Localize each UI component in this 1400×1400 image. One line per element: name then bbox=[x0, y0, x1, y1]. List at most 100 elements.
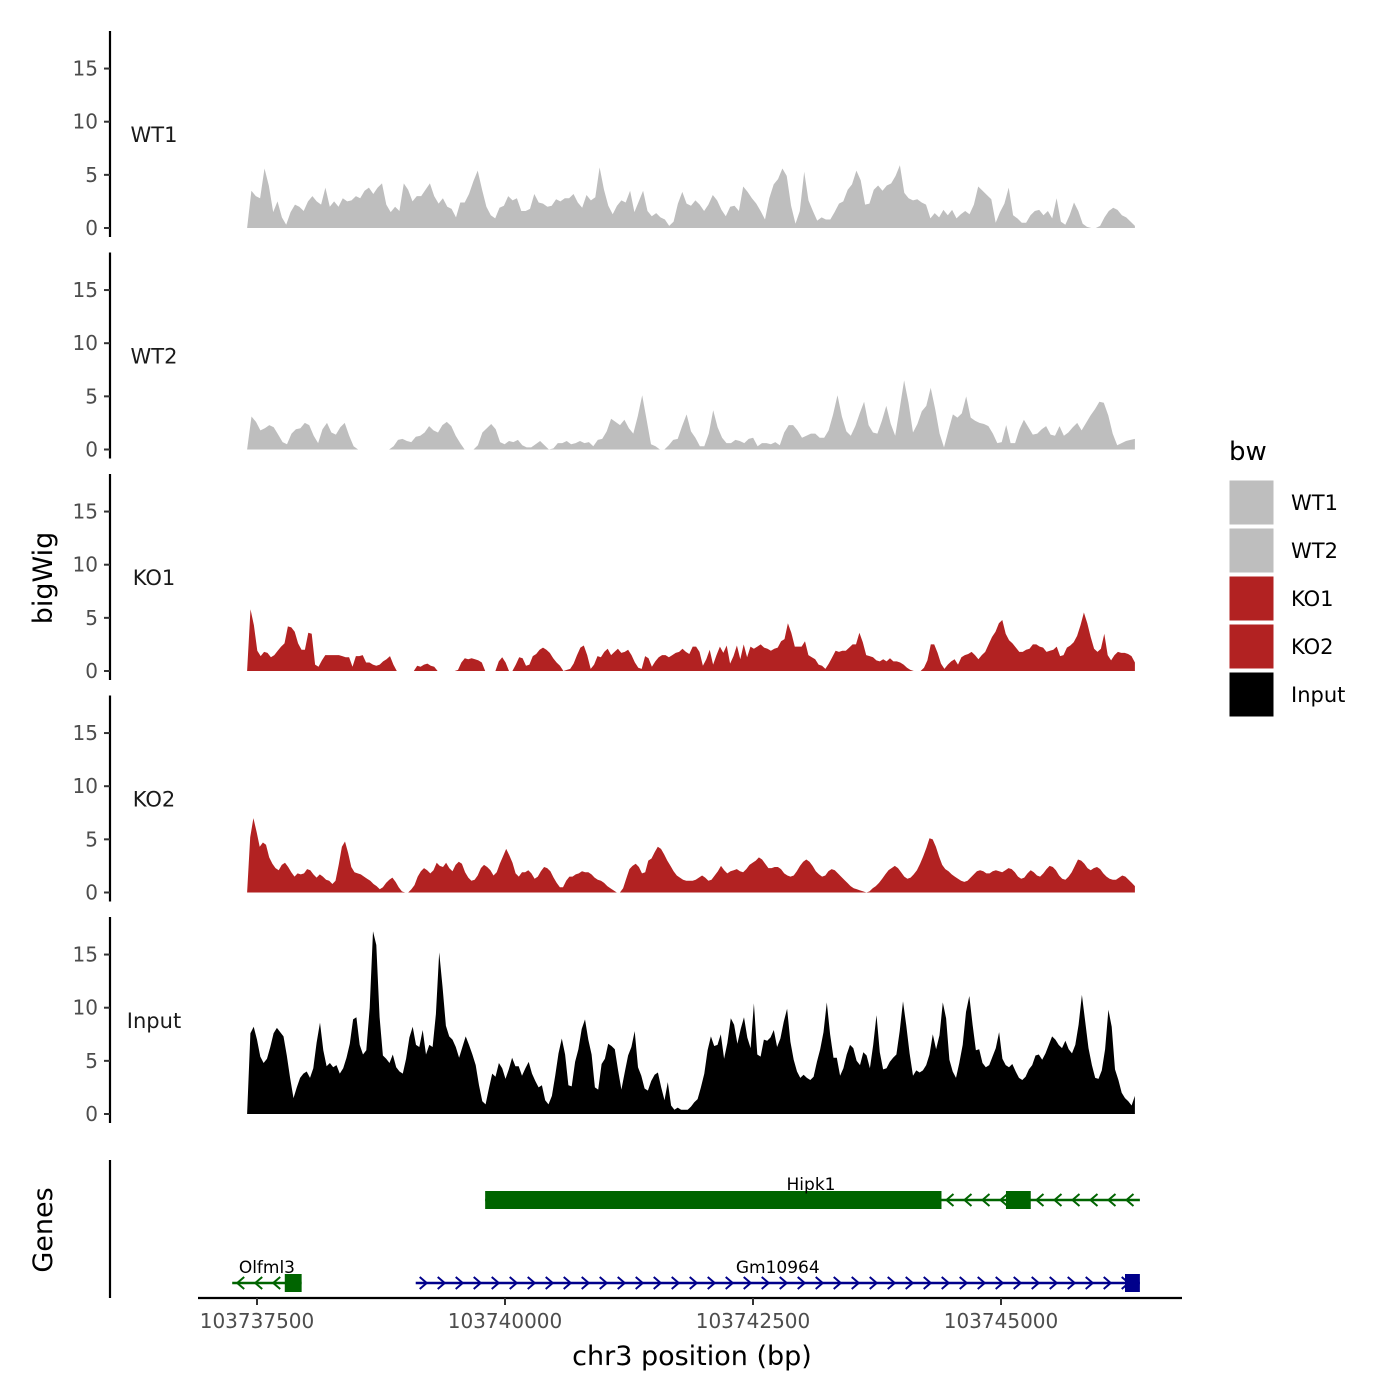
y-tick-label: 0 bbox=[85, 438, 98, 462]
strand-arrow bbox=[617, 1276, 627, 1290]
x-axis-title: chr3 position (bp) bbox=[572, 1341, 812, 1372]
y-tick-label: 10 bbox=[73, 996, 98, 1020]
legend-entry-ko1: KO1 bbox=[1228, 575, 1334, 622]
y-tick-label: 15 bbox=[73, 278, 98, 302]
signal-tracks: 0 5 10 15 WT1 0 5 10 15 WT2 0 5 10 15 KO1 0 5 10 15 KO2 0 5 10… bbox=[73, 31, 1135, 1126]
track-label-wt1: WT1 bbox=[131, 123, 178, 147]
strand-arrow bbox=[419, 1276, 429, 1290]
strand-arrow bbox=[707, 1276, 717, 1290]
y-tick-label: 5 bbox=[85, 606, 98, 630]
legend-entry-input: Input bbox=[1228, 671, 1345, 718]
strand-arrow bbox=[271, 1276, 281, 1290]
strand-arrow bbox=[833, 1276, 843, 1290]
strand-arrow bbox=[689, 1276, 699, 1290]
strand-arrow bbox=[887, 1276, 897, 1290]
strand-arrow bbox=[743, 1276, 753, 1290]
strand-arrow bbox=[905, 1276, 915, 1290]
strand-arrow bbox=[1085, 1276, 1095, 1290]
strand-arrow bbox=[563, 1276, 573, 1290]
genes-axis-title: Genes bbox=[28, 1187, 59, 1272]
strand-arrow bbox=[725, 1276, 735, 1290]
gene-label-hipk1: Hipk1 bbox=[787, 1175, 836, 1195]
y-tick-label: 0 bbox=[85, 216, 98, 240]
strand-arrow bbox=[1070, 1193, 1081, 1207]
strand-arrow bbox=[491, 1276, 501, 1290]
legend-label: KO2 bbox=[1291, 635, 1334, 659]
y-tick-label: 15 bbox=[73, 57, 98, 81]
strand-arrow bbox=[1088, 1193, 1099, 1207]
strand-arrow bbox=[253, 1276, 263, 1290]
gene-olfml3: Olfml3 bbox=[232, 1258, 302, 1292]
track-label-input: Input bbox=[127, 1009, 181, 1033]
strand-arrow bbox=[851, 1276, 861, 1290]
strand-arrow bbox=[1034, 1193, 1045, 1207]
y-tick-label: 10 bbox=[73, 774, 98, 798]
strand-arrow bbox=[797, 1276, 807, 1290]
strand-arrow bbox=[977, 1276, 987, 1290]
track-label-wt2: WT2 bbox=[131, 345, 178, 369]
x-tick-label: 103742500 bbox=[696, 1309, 811, 1333]
strand-arrow bbox=[1049, 1276, 1059, 1290]
strand-arrow bbox=[923, 1276, 933, 1290]
exon-block bbox=[1005, 1191, 1031, 1209]
strand-arrow bbox=[437, 1276, 447, 1290]
strand-arrow bbox=[980, 1193, 991, 1207]
signal-area-ko2 bbox=[247, 818, 1135, 893]
strand-arrow bbox=[962, 1193, 973, 1207]
strand-arrow bbox=[599, 1276, 609, 1290]
strand-arrow bbox=[998, 1193, 1009, 1207]
y-tick-label: 15 bbox=[73, 500, 98, 524]
y-tick-label: 5 bbox=[85, 827, 98, 851]
genes-panel: Hipk1 Olfml3 Gm10964 bbox=[108, 1160, 1140, 1298]
strand-arrow bbox=[869, 1276, 879, 1290]
strand-arrow bbox=[1031, 1276, 1041, 1290]
y-tick-label: 5 bbox=[85, 163, 98, 187]
strand-arrow bbox=[509, 1276, 519, 1290]
strand-arrow bbox=[635, 1276, 645, 1290]
y-tick-label: 10 bbox=[73, 110, 98, 134]
legend-title: bw bbox=[1229, 437, 1267, 467]
y-tick-label: 0 bbox=[85, 881, 98, 905]
strand-arrow bbox=[1103, 1276, 1113, 1290]
strand-arrow bbox=[944, 1193, 955, 1207]
legend-swatch bbox=[1228, 575, 1275, 622]
legend-entry-ko2: KO2 bbox=[1228, 623, 1334, 670]
y-tick-label: 10 bbox=[73, 553, 98, 577]
track-ko1: 0 5 10 15 KO1 bbox=[73, 474, 1135, 683]
x-tick-label: 103745000 bbox=[944, 1309, 1059, 1333]
strand-arrow bbox=[995, 1276, 1005, 1290]
exon-block bbox=[485, 1191, 942, 1209]
legend-swatch bbox=[1228, 527, 1275, 574]
gene-hipk1: Hipk1 bbox=[485, 1175, 1140, 1209]
signal-area-ko1 bbox=[247, 609, 1135, 671]
x-tick-label: 103740000 bbox=[448, 1309, 563, 1333]
legend-swatch bbox=[1228, 623, 1275, 670]
x-tick-label: 103737500 bbox=[200, 1309, 315, 1333]
strand-arrow bbox=[527, 1276, 537, 1290]
strand-arrow bbox=[941, 1276, 951, 1290]
gene-label-olfml3: Olfml3 bbox=[239, 1258, 295, 1278]
legend-entry-wt1: WT1 bbox=[1228, 479, 1338, 526]
y-axis-title: bigWig bbox=[28, 532, 59, 625]
y-tick-label: 5 bbox=[85, 384, 98, 408]
y-tick-label: 15 bbox=[73, 721, 98, 745]
strand-arrow bbox=[671, 1276, 681, 1290]
strand-arrow bbox=[815, 1276, 825, 1290]
legend-label: KO1 bbox=[1291, 587, 1334, 611]
gene-gm10964: Gm10964 bbox=[415, 1258, 1140, 1292]
x-axis: 103737500 103740000 103742500 103745000 bbox=[198, 1296, 1182, 1333]
y-tick-label: 5 bbox=[85, 1049, 98, 1073]
strand-arrow bbox=[959, 1276, 969, 1290]
legend-swatch bbox=[1228, 671, 1275, 718]
y-tick-label: 0 bbox=[85, 1102, 98, 1126]
legend-entry-wt2: WT2 bbox=[1228, 527, 1338, 574]
signal-area-wt1 bbox=[247, 165, 1135, 228]
strand-arrow bbox=[653, 1276, 663, 1290]
strand-arrow bbox=[455, 1276, 465, 1290]
strand-arrow bbox=[235, 1276, 245, 1290]
track-label-ko2: KO2 bbox=[133, 788, 176, 812]
strand-arrow bbox=[761, 1276, 771, 1290]
strand-arrow bbox=[1013, 1276, 1023, 1290]
strand-arrow bbox=[1106, 1193, 1117, 1207]
